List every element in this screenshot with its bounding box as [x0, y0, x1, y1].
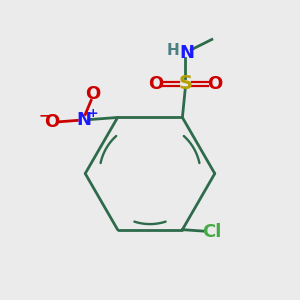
Text: O: O: [44, 113, 59, 131]
Text: N: N: [76, 111, 91, 129]
Text: O: O: [85, 85, 100, 103]
Text: Cl: Cl: [202, 223, 221, 241]
Text: S: S: [178, 74, 192, 93]
Text: O: O: [148, 75, 164, 93]
Text: N: N: [179, 44, 194, 62]
Text: +: +: [88, 107, 98, 120]
Text: O: O: [207, 75, 222, 93]
Text: −: −: [38, 108, 50, 122]
Text: H: H: [167, 43, 179, 58]
